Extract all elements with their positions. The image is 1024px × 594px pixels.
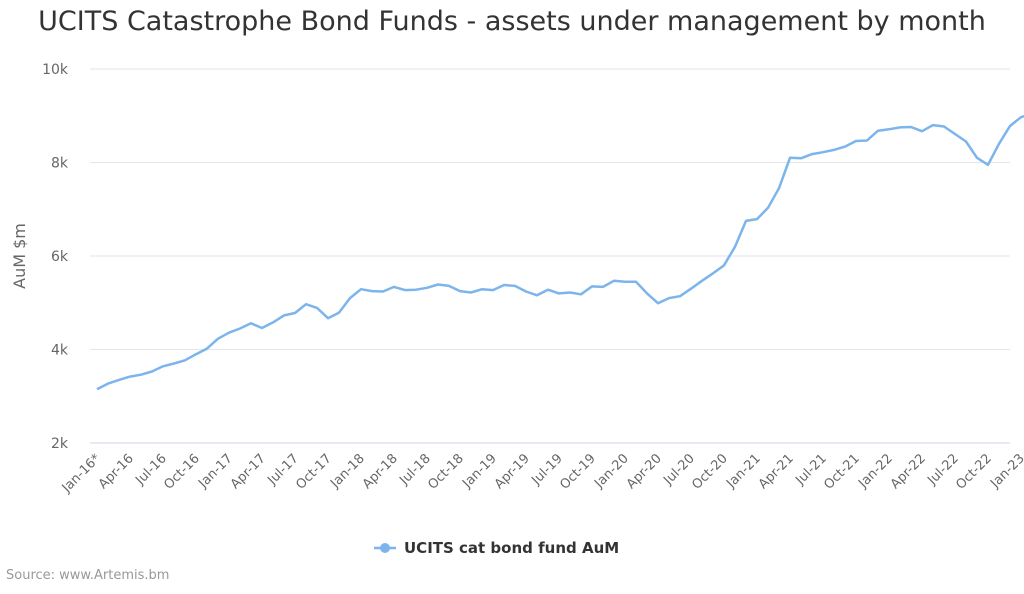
x-tick-label: Jan-21 [723,451,764,492]
x-tick-label: Jan-22 [855,451,896,492]
legend-marker-icon [380,543,390,553]
x-tick-label: Jan-19 [459,451,500,492]
x-tick-label: Oct-20 [689,451,731,493]
y-tick-label: 8k [51,156,69,172]
y-tick-label: 6k [51,249,69,265]
x-tick-label: Jan-16* [59,451,104,496]
source-credit: Source: www.Artemis.bm [6,568,170,583]
x-tick-label: Oct-17 [293,451,335,493]
x-tick-label: Oct-19 [557,451,599,493]
x-tick-label: Jan-18 [327,451,368,492]
y-tick-label: 4k [51,343,69,359]
x-tick-label: Jan-23 [987,451,1024,492]
x-tick-label: Apr-16 [96,451,137,492]
x-tick-label: Apr-19 [492,451,533,492]
x-tick-label: Jan-20 [591,451,632,492]
x-tick-label: Apr-17 [228,451,269,492]
x-tick-label: Oct-21 [821,451,863,493]
x-tick-label: Oct-22 [953,451,995,493]
y-axis-label: AuM $m [10,223,29,289]
y-tick-label: 10k [42,62,69,78]
series-line [96,114,1024,391]
x-tick-label: Jan-17 [195,451,236,492]
chart-title: UCITS Catastrophe Bond Funds - assets un… [38,6,986,37]
x-tick-label: Apr-21 [756,451,797,492]
legend-label: UCITS cat bond fund AuM [404,539,619,557]
y-tick-label: 2k [51,436,69,452]
x-tick-label: Oct-18 [425,451,467,493]
x-tick-label: Apr-22 [888,451,929,492]
x-tick-label: Oct-16 [161,451,203,493]
legend-item[interactable]: UCITS cat bond fund AuM [374,539,619,557]
x-tick-label: Apr-20 [624,451,665,492]
x-tick-label: Apr-18 [360,451,401,492]
